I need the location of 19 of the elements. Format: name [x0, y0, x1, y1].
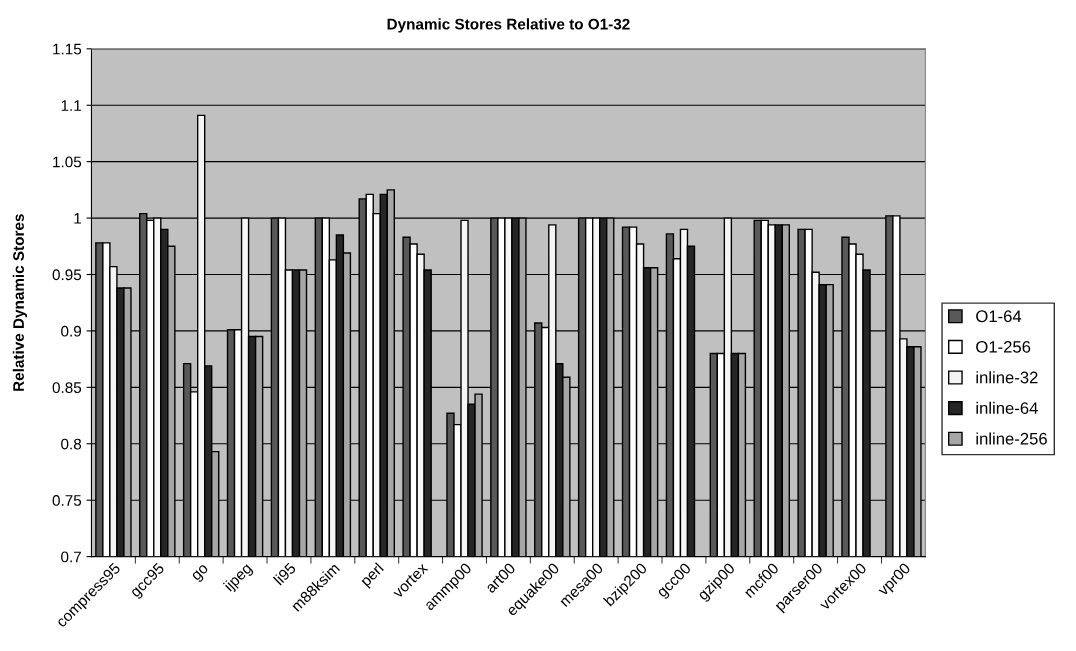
legend-label: O1-64: [976, 310, 1022, 323]
y-tick-label: 0.95: [52, 269, 82, 281]
y-tick-label: 0.85: [52, 382, 82, 394]
legend-label: inline-256: [976, 432, 1047, 445]
legend-label: O1-256: [976, 340, 1031, 353]
y-tick-label: 1.15: [53, 43, 82, 55]
x-tick-label: li95: [272, 561, 297, 586]
y-axis-title: Relative Dynamic Stores: [12, 214, 28, 391]
legend-label: inline-32: [976, 371, 1038, 384]
y-tick-label: 0.9: [61, 325, 82, 337]
y-tick-label: 1.1: [61, 100, 81, 111]
y-tick-label: 0.8: [61, 438, 82, 450]
chart-title: Dynamic Stores Relative to O1-32: [387, 18, 630, 33]
legend-label: inline-64: [976, 401, 1038, 415]
x-tick-label: go: [191, 563, 211, 584]
y-tick-label: 1: [74, 213, 81, 224]
y-tick-label: 1.05: [53, 156, 82, 168]
y-tick-label: 0.75: [52, 495, 82, 506]
y-tick-label: 0.7: [61, 551, 81, 563]
